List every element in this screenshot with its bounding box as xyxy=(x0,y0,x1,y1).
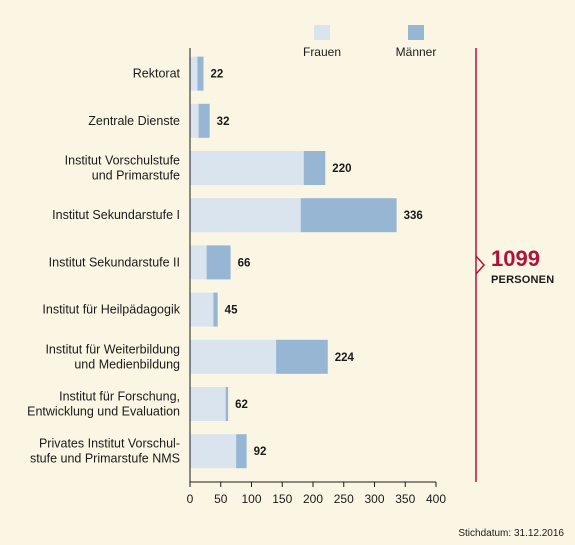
bar-0-series-0 xyxy=(190,56,198,91)
x-axis: 0 50 100 150 200 250 300 350 400 xyxy=(187,48,446,506)
x-tick-label-2: 100 xyxy=(241,492,261,506)
x-tick-label-3: 150 xyxy=(272,492,292,506)
category-label-0: Rektorat xyxy=(133,67,181,81)
bar-total-label-1: 32 xyxy=(217,116,230,128)
x-tick-label-1: 50 xyxy=(214,492,228,506)
bar-7-series-1 xyxy=(225,387,229,421)
category-label-5: Institut für Heilpädagogik xyxy=(42,303,180,317)
bar-0-series-1 xyxy=(197,56,204,91)
bar-2-series-0 xyxy=(190,151,304,185)
x-tick-label-6: 300 xyxy=(364,492,384,506)
bar-total-label-3: 336 xyxy=(404,210,423,222)
category-label-8: Privates Institut Vorschul-stufe und Pri… xyxy=(30,437,180,466)
category-label-7: Institut für Forschung, Entwicklung und E… xyxy=(27,390,180,419)
bar-total-label-5: 45 xyxy=(225,305,238,317)
bar-total-label-0: 22 xyxy=(211,69,224,81)
bar-5-series-0 xyxy=(190,292,214,327)
x-tick-label-0: 0 xyxy=(187,492,194,506)
total-value: 1099 xyxy=(491,246,540,271)
bar-4-series-0 xyxy=(190,245,207,280)
bars: 22 32 220 336 66 45 224 62 92 xyxy=(190,56,423,469)
x-tick-label-5: 250 xyxy=(334,492,354,506)
category-labels: Rektorat Zentrale Dienste Institut Vorschu… xyxy=(27,67,181,466)
bar-total-label-2: 220 xyxy=(332,163,351,175)
category-label-3: Institut Sekundarstufe I xyxy=(52,208,180,222)
bar-5-series-1 xyxy=(213,292,218,327)
reference-date-note: Stichdatum: 31.12.2016 xyxy=(458,528,564,539)
bar-1-series-1 xyxy=(198,103,210,138)
bar-4-series-1 xyxy=(206,245,231,280)
bar-7-series-0 xyxy=(190,387,226,421)
category-label-6: Institut für Weiterbildung und Medienbild… xyxy=(45,342,180,371)
legend-swatch-0 xyxy=(314,25,330,40)
bar-6-series-0 xyxy=(190,339,277,374)
bar-8-series-1 xyxy=(236,434,247,469)
bar-8-series-0 xyxy=(190,434,237,469)
bar-total-label-6: 224 xyxy=(335,352,355,364)
x-tick-label-4: 200 xyxy=(303,492,323,506)
category-label-1: Zentrale Dienste xyxy=(88,114,180,128)
x-tick-label-7: 350 xyxy=(395,492,415,506)
category-label-2: Institut Vorschulstufe und Primarstufe xyxy=(65,154,180,183)
x-tick-label-8: 400 xyxy=(426,492,446,506)
total-summary: 1099 PERSONEN xyxy=(475,48,554,482)
bar-total-label-7: 62 xyxy=(235,399,248,411)
bar-1-series-0 xyxy=(190,103,199,138)
legend: Frauen Männer xyxy=(303,25,436,59)
bar-3-series-1 xyxy=(300,198,397,233)
bar-3-series-0 xyxy=(190,198,301,233)
legend-label-1: Männer xyxy=(396,45,437,59)
category-label-4: Institut Sekundarstufe II xyxy=(49,255,180,269)
legend-label-0: Frauen xyxy=(303,45,341,59)
bracket-pointer xyxy=(475,255,486,275)
bar-6-series-1 xyxy=(276,339,328,374)
bar-total-label-8: 92 xyxy=(254,446,267,458)
bar-2-series-1 xyxy=(303,151,326,185)
legend-swatch-1 xyxy=(408,25,424,40)
total-label: PERSONEN xyxy=(491,274,554,286)
bar-total-label-4: 66 xyxy=(238,257,251,269)
